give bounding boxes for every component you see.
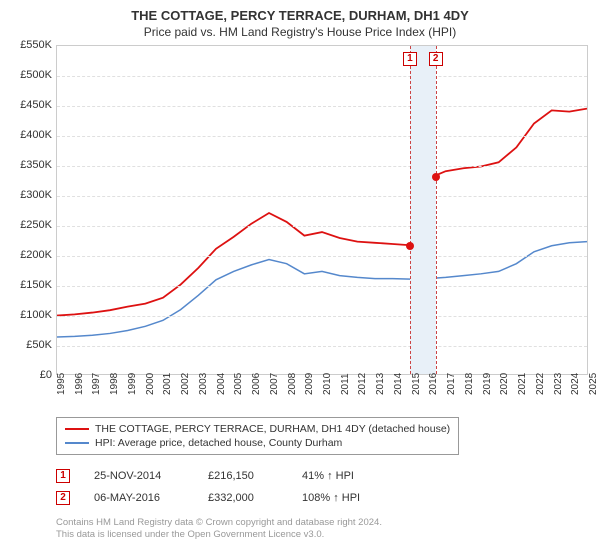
line-canvas bbox=[57, 46, 587, 374]
sale-marker-box: 2 bbox=[429, 52, 443, 66]
y-tick-label: £0 bbox=[40, 369, 52, 381]
sales-row-date: 25-NOV-2014 bbox=[94, 470, 184, 482]
x-tick-label: 2017 bbox=[446, 373, 457, 395]
series-line-cottage bbox=[57, 109, 587, 316]
x-axis: 1995 1996 1997 1998 1999 2000 2001 2002 2003 2004… bbox=[56, 375, 588, 413]
footer-line-1: Contains HM Land Registry data © Crown c… bbox=[56, 517, 588, 529]
y-tick-label: £400K bbox=[20, 129, 52, 141]
x-tick-label: 1999 bbox=[127, 373, 138, 395]
footer-line-2: This data is licensed under the Open Gov… bbox=[56, 529, 588, 541]
y-tick-label: £50K bbox=[26, 339, 52, 351]
sales-row-date: 06-MAY-2016 bbox=[94, 492, 184, 504]
x-tick-label: 2022 bbox=[535, 373, 546, 395]
x-tick-label: 2023 bbox=[553, 373, 564, 395]
sales-row-hpi: 108% ↑ HPI bbox=[302, 492, 392, 504]
plot-area: 12 bbox=[56, 45, 588, 375]
sale-point bbox=[432, 173, 440, 181]
x-tick-label: 2021 bbox=[517, 373, 528, 395]
sales-row-marker: 2 bbox=[56, 491, 70, 505]
x-tick-label: 2007 bbox=[269, 373, 280, 395]
x-tick-label: 2013 bbox=[375, 373, 386, 395]
sale-marker-box: 1 bbox=[403, 52, 417, 66]
y-tick-label: £450K bbox=[20, 99, 52, 111]
sales-row: 2 06-MAY-2016 £332,000 108% ↑ HPI bbox=[56, 487, 588, 509]
y-tick-label: £150K bbox=[20, 279, 52, 291]
gridline-h bbox=[57, 256, 587, 257]
gridline-h bbox=[57, 226, 587, 227]
y-tick-label: £200K bbox=[20, 249, 52, 261]
sale-point bbox=[406, 242, 414, 250]
x-tick-label: 1997 bbox=[91, 373, 102, 395]
x-tick-label: 2009 bbox=[304, 373, 315, 395]
legend-item: THE COTTAGE, PERCY TERRACE, DURHAM, DH1 … bbox=[65, 422, 450, 436]
sales-row-price: £332,000 bbox=[208, 492, 278, 504]
gridline-h bbox=[57, 316, 587, 317]
gridline-h bbox=[57, 166, 587, 167]
x-tick-label: 2006 bbox=[251, 373, 262, 395]
y-tick-label: £500K bbox=[20, 69, 52, 81]
x-tick-label: 2012 bbox=[357, 373, 368, 395]
x-tick-label: 2014 bbox=[393, 373, 404, 395]
x-tick-label: 1998 bbox=[109, 373, 120, 395]
y-axis: £0£50K£100K£150K£200K£250K£300K£350K£400… bbox=[12, 45, 56, 375]
legend-item: HPI: Average price, detached house, Coun… bbox=[65, 436, 450, 450]
x-tick-label: 2020 bbox=[499, 373, 510, 395]
x-tick-label: 2025 bbox=[588, 373, 599, 395]
x-tick-label: 2010 bbox=[322, 373, 333, 395]
x-tick-label: 2015 bbox=[411, 373, 422, 395]
sales-row-marker: 1 bbox=[56, 469, 70, 483]
legend-label: THE COTTAGE, PERCY TERRACE, DURHAM, DH1 … bbox=[95, 423, 450, 435]
x-tick-label: 1995 bbox=[56, 373, 67, 395]
y-tick-label: £550K bbox=[20, 39, 52, 51]
sale-vline bbox=[410, 46, 411, 374]
sales-row: 1 25-NOV-2014 £216,150 41% ↑ HPI bbox=[56, 465, 588, 487]
gridline-h bbox=[57, 106, 587, 107]
gridline-h bbox=[57, 136, 587, 137]
legend-swatch bbox=[65, 428, 89, 430]
title-sub: Price paid vs. HM Land Registry's House … bbox=[12, 25, 588, 39]
gridline-h bbox=[57, 76, 587, 77]
x-tick-label: 2005 bbox=[233, 373, 244, 395]
title-main: THE COTTAGE, PERCY TERRACE, DURHAM, DH1 … bbox=[12, 8, 588, 23]
x-tick-label: 2002 bbox=[180, 373, 191, 395]
chart-container: THE COTTAGE, PERCY TERRACE, DURHAM, DH1 … bbox=[0, 0, 600, 560]
chart-area: £0£50K£100K£150K£200K£250K£300K£350K£400… bbox=[12, 45, 588, 375]
x-tick-label: 2008 bbox=[287, 373, 298, 395]
x-tick-label: 2001 bbox=[162, 373, 173, 395]
sale-vline bbox=[436, 46, 437, 374]
x-tick-label: 2003 bbox=[198, 373, 209, 395]
y-tick-label: £350K bbox=[20, 159, 52, 171]
x-tick-label: 1996 bbox=[74, 373, 85, 395]
x-tick-label: 2024 bbox=[570, 373, 581, 395]
gridline-h bbox=[57, 286, 587, 287]
x-tick-label: 2018 bbox=[464, 373, 475, 395]
x-tick-label: 2004 bbox=[216, 373, 227, 395]
y-tick-label: £100K bbox=[20, 309, 52, 321]
legend-label: HPI: Average price, detached house, Coun… bbox=[95, 437, 342, 449]
x-tick-label: 2016 bbox=[428, 373, 439, 395]
gridline-h bbox=[57, 346, 587, 347]
sales-row-price: £216,150 bbox=[208, 470, 278, 482]
legend-swatch bbox=[65, 442, 89, 444]
y-tick-label: £300K bbox=[20, 189, 52, 201]
legend: THE COTTAGE, PERCY TERRACE, DURHAM, DH1 … bbox=[56, 417, 459, 455]
sales-table: 1 25-NOV-2014 £216,150 41% ↑ HPI 2 06-MAY-201… bbox=[56, 465, 588, 509]
x-tick-label: 2019 bbox=[482, 373, 493, 395]
x-tick-label: 2000 bbox=[145, 373, 156, 395]
x-tick-label: 2011 bbox=[340, 373, 351, 395]
footer-attribution: Contains HM Land Registry data © Crown c… bbox=[56, 517, 588, 542]
gridline-h bbox=[57, 196, 587, 197]
y-tick-label: £250K bbox=[20, 219, 52, 231]
sales-row-hpi: 41% ↑ HPI bbox=[302, 470, 392, 482]
sale-period-band bbox=[410, 46, 436, 374]
